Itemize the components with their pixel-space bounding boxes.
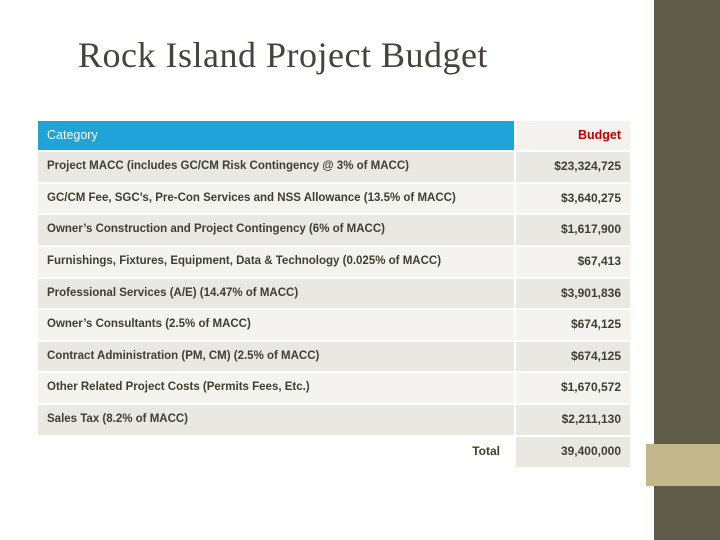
table-row: Project MACC (includes GC/CM Risk Contin… xyxy=(38,152,630,184)
table-row: Other Related Project Costs (Permits Fee… xyxy=(38,373,630,405)
table-row: Owner’s Consultants (2.5% of MACC) $674,… xyxy=(38,310,630,342)
category-cell: Other Related Project Costs (Permits Fee… xyxy=(38,373,514,403)
total-value: 39,400,000 xyxy=(514,436,630,467)
category-cell: Furnishings, Fixtures, Equipment, Data &… xyxy=(38,247,514,277)
table-row: Contract Administration (PM, CM) (2.5% o… xyxy=(38,341,630,374)
table-row: GC/CM Fee, SGC’s, Pre-Con Services and N… xyxy=(38,183,630,216)
budget-cell: $3,640,275 xyxy=(514,183,630,214)
table-row: Professional Services (A/E) (14.47% of M… xyxy=(38,278,630,311)
category-cell: Sales Tax (8.2% of MACC) xyxy=(38,405,514,435)
column-header-category: Category xyxy=(38,121,514,151)
budget-cell: $2,211,130 xyxy=(514,405,630,435)
budget-cell: $1,617,900 xyxy=(514,215,630,246)
budget-cell: $1,670,572 xyxy=(514,373,630,403)
category-cell: Owner’s Construction and Project Conting… xyxy=(38,215,514,246)
budget-cell: $674,125 xyxy=(514,341,630,372)
table-row: Furnishings, Fixtures, Equipment, Data &… xyxy=(38,247,630,279)
category-cell: Project MACC (includes GC/CM Risk Contin… xyxy=(38,152,514,182)
category-cell: Owner’s Consultants (2.5% of MACC) xyxy=(38,310,514,340)
budget-cell: $3,901,836 xyxy=(514,278,630,309)
table-row: Sales Tax (8.2% of MACC) $2,211,130 xyxy=(38,405,630,437)
column-header-budget: Budget xyxy=(514,121,630,151)
right-accent-tab xyxy=(646,444,720,486)
budget-table: Category Budget Project MACC (includes G… xyxy=(38,121,630,467)
budget-cell: $67,413 xyxy=(514,247,630,277)
category-cell: Contract Administration (PM, CM) (2.5% o… xyxy=(38,341,514,372)
table-total-row: Total 39,400,000 xyxy=(38,436,630,467)
budget-cell: $674,125 xyxy=(514,310,630,340)
category-cell: GC/CM Fee, SGC’s, Pre-Con Services and N… xyxy=(38,183,514,214)
total-label: Total xyxy=(38,436,514,467)
table-header-row: Category Budget xyxy=(38,121,630,153)
table-row: Owner’s Construction and Project Conting… xyxy=(38,215,630,248)
budget-cell: $23,324,725 xyxy=(514,152,630,182)
category-cell: Professional Services (A/E) (14.47% of M… xyxy=(38,278,514,309)
slide-title: Rock Island Project Budget xyxy=(78,35,488,75)
